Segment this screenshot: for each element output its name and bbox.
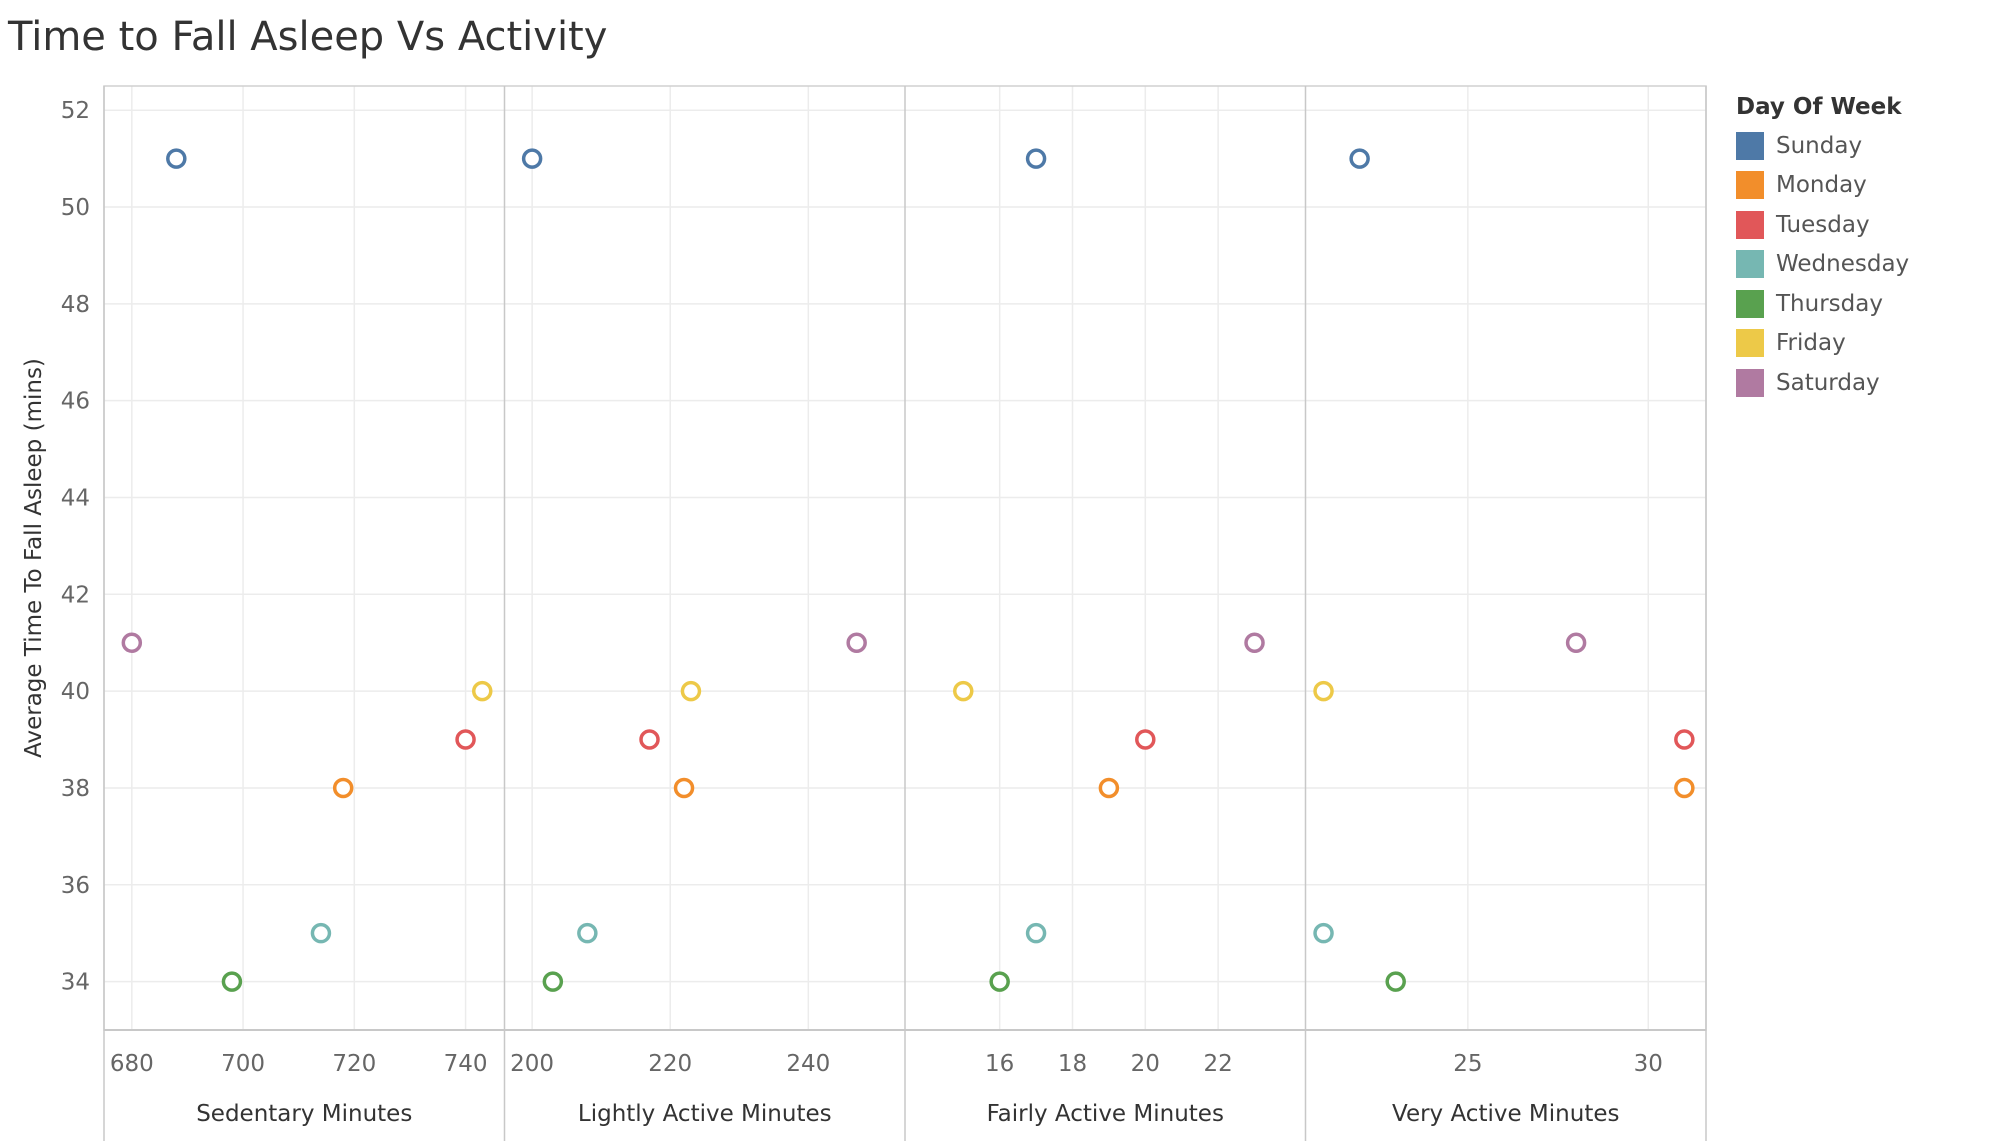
x-tick-label: 22 bbox=[1203, 1051, 1232, 1077]
y-axis-title: Average Time To Fall Asleep (mins) bbox=[21, 358, 47, 758]
x-tick-label: 30 bbox=[1634, 1051, 1663, 1077]
y-tick-label: 48 bbox=[61, 292, 90, 318]
y-tick-label: 34 bbox=[61, 970, 90, 996]
legend-title: Day Of Week bbox=[1736, 94, 1902, 120]
x-axis-title: Very Active Minutes bbox=[1392, 1101, 1619, 1127]
data-point-tuesday bbox=[1674, 729, 1695, 750]
x-tick-label: 18 bbox=[1058, 1051, 1087, 1077]
legend-label: Friday bbox=[1776, 330, 1846, 357]
x-tick-label: 720 bbox=[332, 1051, 376, 1077]
y-tick-label: 50 bbox=[61, 195, 90, 221]
axes: 34 36 38 40 42 44 46 48 50 52 Average Time To Fall… bbox=[21, 98, 1663, 1127]
data-point-tuesday bbox=[1135, 729, 1156, 750]
data-point-monday bbox=[1674, 777, 1695, 799]
y-tick-label: 44 bbox=[61, 485, 90, 511]
legend-item-friday[interactable]: Friday bbox=[1736, 324, 1909, 364]
legend-swatch bbox=[1736, 250, 1764, 279]
frame bbox=[103, 85, 1707, 1141]
legend-label: Tuesday bbox=[1776, 211, 1870, 238]
data-point-saturday bbox=[846, 632, 867, 653]
data-points bbox=[121, 148, 1695, 992]
x-tick-label: 220 bbox=[648, 1051, 692, 1077]
data-point-monday bbox=[332, 777, 354, 799]
legend-item-tuesday[interactable]: Tuesday bbox=[1736, 205, 1909, 245]
legend-item-wednesday[interactable]: Wednesday bbox=[1736, 245, 1909, 285]
legend-item-thursday[interactable]: Thursday bbox=[1736, 284, 1909, 324]
legend-swatch bbox=[1736, 368, 1764, 397]
x-tick-label: 240 bbox=[786, 1051, 830, 1077]
legend-swatch bbox=[1736, 171, 1764, 200]
data-point-wednesday bbox=[1025, 922, 1047, 944]
data-point-saturday bbox=[1565, 632, 1587, 653]
data-point-friday bbox=[1313, 680, 1334, 702]
legend-item-monday[interactable]: Monday bbox=[1736, 166, 1909, 206]
data-point-tuesday bbox=[455, 729, 476, 750]
legend: Day Of Week Sunday Monday Tuesday Wednesday… bbox=[1736, 94, 1909, 403]
x-axis-title: Lightly Active Minutes bbox=[578, 1101, 832, 1127]
legend-label: Sunday bbox=[1776, 132, 1863, 159]
legend-label: Wednesday bbox=[1776, 251, 1910, 278]
data-point-thursday bbox=[989, 971, 1010, 992]
y-tick-label: 36 bbox=[61, 873, 90, 899]
y-tick-label: 52 bbox=[61, 98, 90, 124]
x-tick-label: 700 bbox=[221, 1051, 265, 1077]
x-tick-label: 20 bbox=[1131, 1051, 1160, 1077]
data-point-thursday bbox=[221, 971, 243, 992]
legend-swatch bbox=[1736, 329, 1764, 358]
data-point-friday bbox=[472, 680, 493, 702]
chart-title: Time to Fall Asleep Vs Activity bbox=[8, 14, 608, 60]
data-point-friday bbox=[953, 680, 974, 702]
y-tick-label: 42 bbox=[61, 582, 90, 608]
legend-label: Thursday bbox=[1776, 290, 1883, 317]
data-point-thursday bbox=[542, 971, 564, 992]
data-point-wednesday bbox=[1313, 922, 1334, 944]
data-point-saturday bbox=[1244, 632, 1265, 653]
x-tick-label: 680 bbox=[110, 1051, 154, 1077]
data-point-wednesday bbox=[577, 922, 598, 944]
legend-swatch bbox=[1736, 210, 1764, 239]
data-point-saturday bbox=[121, 632, 143, 653]
legend-swatch bbox=[1736, 131, 1764, 160]
x-tick-label: 200 bbox=[510, 1051, 554, 1077]
x-tick-label: 740 bbox=[444, 1051, 488, 1077]
data-point-friday bbox=[680, 680, 702, 702]
x-tick-label: 25 bbox=[1453, 1051, 1482, 1077]
y-tick-label: 46 bbox=[61, 389, 90, 415]
legend-label: Monday bbox=[1776, 172, 1867, 199]
legend-item-sunday[interactable]: Sunday bbox=[1736, 126, 1909, 166]
data-point-monday bbox=[673, 777, 695, 799]
x-tick-label: 16 bbox=[985, 1051, 1014, 1077]
data-point-sunday bbox=[521, 148, 543, 169]
x-axis-title: Fairly Active Minutes bbox=[987, 1101, 1224, 1127]
legend-label: Saturday bbox=[1776, 369, 1880, 396]
data-point-tuesday bbox=[639, 729, 660, 750]
data-point-sunday bbox=[1349, 148, 1370, 169]
data-point-wednesday bbox=[310, 922, 332, 944]
x-axis-title: Sedentary Minutes bbox=[196, 1101, 412, 1127]
legend-swatch bbox=[1736, 289, 1764, 318]
data-point-monday bbox=[1098, 777, 1120, 799]
data-point-sunday bbox=[166, 148, 187, 169]
data-point-thursday bbox=[1385, 971, 1406, 992]
legend-item-saturday[interactable]: Saturday bbox=[1736, 363, 1909, 403]
y-tick-label: 38 bbox=[61, 776, 90, 802]
y-tick-label: 40 bbox=[61, 679, 90, 705]
data-point-sunday bbox=[1025, 148, 1047, 169]
